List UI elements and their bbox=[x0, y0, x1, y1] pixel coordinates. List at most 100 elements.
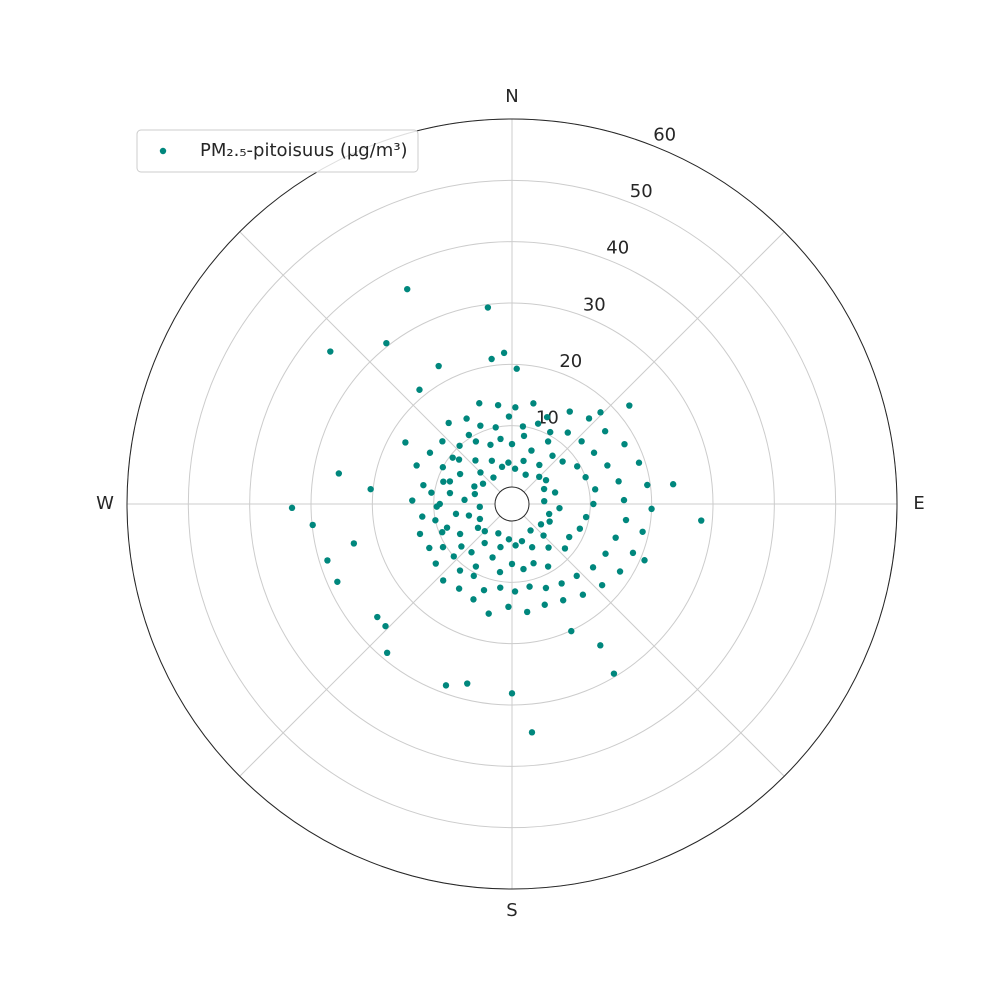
point bbox=[446, 489, 454, 497]
point bbox=[582, 474, 589, 481]
r-tick-label: 30 bbox=[583, 294, 606, 315]
point bbox=[479, 480, 487, 487]
point bbox=[324, 557, 331, 564]
point bbox=[546, 518, 553, 525]
point bbox=[698, 517, 705, 524]
point bbox=[409, 497, 416, 504]
point bbox=[480, 586, 488, 594]
point bbox=[456, 530, 464, 538]
point bbox=[481, 528, 488, 535]
grid bbox=[126, 118, 898, 890]
point bbox=[559, 458, 566, 465]
point bbox=[456, 470, 464, 478]
point bbox=[578, 438, 585, 445]
point bbox=[536, 473, 543, 480]
point bbox=[551, 489, 559, 496]
point bbox=[474, 524, 482, 532]
r-tick-label: 20 bbox=[559, 351, 582, 372]
point bbox=[487, 441, 494, 448]
point bbox=[477, 469, 484, 476]
point bbox=[472, 457, 479, 464]
point bbox=[615, 478, 622, 485]
point bbox=[440, 478, 447, 485]
point bbox=[566, 408, 573, 415]
point bbox=[522, 471, 529, 478]
point bbox=[585, 415, 593, 422]
point bbox=[456, 567, 464, 574]
point bbox=[612, 534, 619, 541]
point bbox=[404, 285, 411, 293]
point bbox=[639, 528, 646, 535]
point bbox=[465, 431, 473, 439]
point bbox=[439, 528, 446, 536]
theta-tick-label: S bbox=[506, 900, 517, 921]
point bbox=[445, 419, 452, 427]
point bbox=[465, 512, 473, 519]
grid-spoke bbox=[523, 231, 785, 493]
point bbox=[439, 438, 446, 445]
point bbox=[485, 610, 492, 617]
point bbox=[420, 481, 427, 489]
point bbox=[626, 402, 633, 409]
point bbox=[433, 503, 440, 510]
point bbox=[542, 476, 550, 484]
point bbox=[416, 386, 423, 393]
grid-spoke bbox=[239, 231, 501, 493]
point bbox=[520, 432, 528, 440]
point bbox=[635, 459, 643, 466]
point bbox=[468, 549, 475, 556]
point bbox=[497, 584, 504, 591]
point bbox=[589, 564, 597, 571]
point bbox=[511, 588, 519, 595]
point bbox=[508, 440, 516, 448]
point bbox=[470, 596, 477, 603]
point bbox=[518, 537, 526, 545]
polar-frame bbox=[126, 118, 898, 890]
grid-spoke bbox=[239, 515, 501, 777]
point bbox=[335, 470, 343, 477]
point bbox=[455, 456, 463, 463]
point bbox=[455, 585, 463, 592]
point bbox=[528, 729, 536, 736]
point bbox=[597, 409, 604, 416]
point bbox=[439, 543, 447, 551]
point bbox=[505, 603, 512, 611]
point bbox=[288, 504, 296, 512]
point bbox=[492, 424, 499, 431]
point bbox=[520, 457, 527, 465]
point bbox=[494, 401, 502, 409]
point bbox=[463, 415, 470, 422]
point bbox=[536, 461, 543, 469]
point bbox=[530, 400, 537, 407]
point bbox=[545, 544, 552, 551]
point bbox=[472, 563, 480, 570]
point bbox=[512, 404, 519, 411]
point bbox=[426, 449, 434, 456]
point bbox=[602, 550, 609, 557]
point bbox=[476, 400, 483, 407]
point bbox=[456, 442, 463, 449]
theta-tick-label: W bbox=[96, 493, 114, 514]
point bbox=[442, 682, 450, 689]
point bbox=[488, 355, 495, 363]
point bbox=[471, 490, 479, 498]
point bbox=[350, 540, 358, 547]
point bbox=[498, 463, 506, 471]
point bbox=[471, 483, 478, 490]
point bbox=[568, 627, 575, 635]
point bbox=[542, 584, 550, 592]
point bbox=[432, 560, 439, 567]
point bbox=[629, 549, 637, 557]
point bbox=[505, 536, 513, 543]
legend-box bbox=[136, 129, 419, 173]
point bbox=[476, 503, 483, 511]
point bbox=[616, 568, 624, 575]
point bbox=[477, 422, 484, 429]
point bbox=[523, 608, 531, 616]
point bbox=[579, 591, 587, 598]
point bbox=[484, 304, 492, 311]
point bbox=[520, 565, 527, 573]
point bbox=[512, 542, 519, 549]
point bbox=[576, 525, 584, 532]
point bbox=[428, 489, 435, 496]
